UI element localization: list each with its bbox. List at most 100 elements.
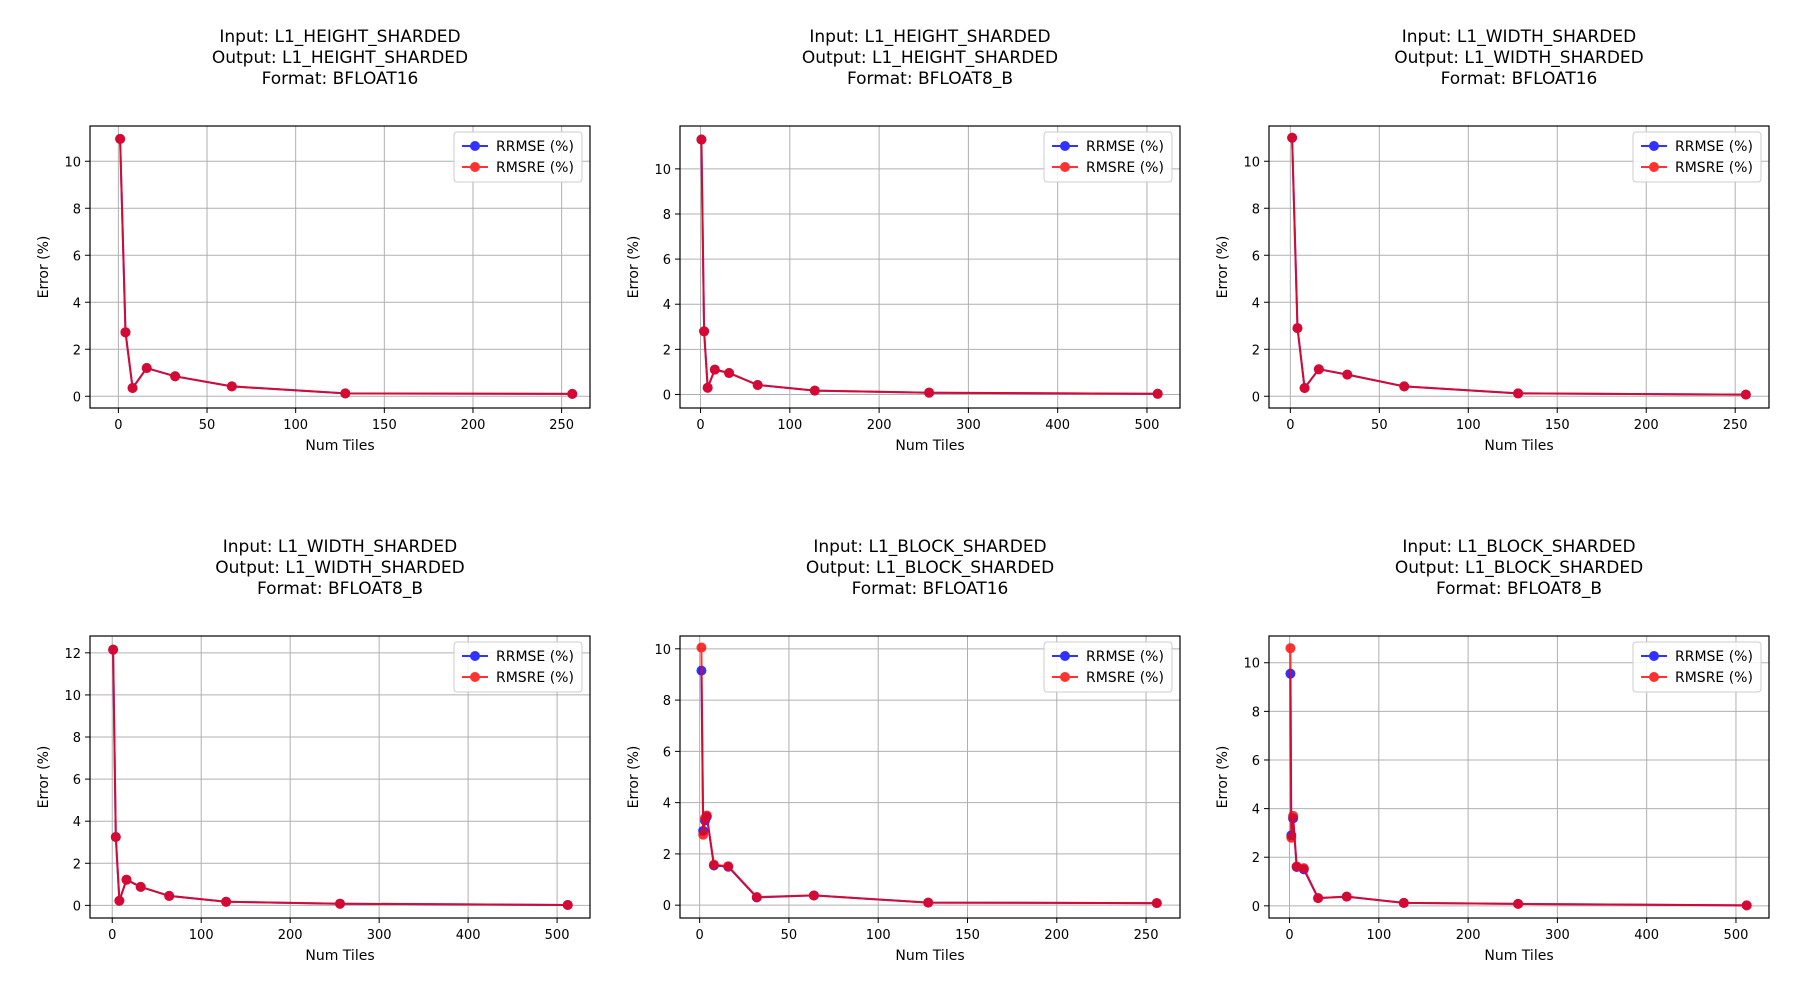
chart-title-line: Format: BFLOAT16 xyxy=(262,69,419,89)
y-tick-label: 4 xyxy=(663,298,671,313)
data-point xyxy=(1341,891,1352,902)
x-tick-label: 100 xyxy=(283,418,308,433)
chart-title-line: Output: L1_WIDTH_SHARDED xyxy=(1394,48,1644,68)
legend-marker xyxy=(1649,672,1659,682)
data-point xyxy=(708,859,719,870)
y-tick-label: 4 xyxy=(73,815,81,830)
data-point xyxy=(164,890,175,901)
y-tick-label: 6 xyxy=(663,253,671,268)
x-tick-label: 200 xyxy=(461,418,486,433)
plot-frame xyxy=(679,125,1181,409)
x-tick-label: 100 xyxy=(1366,928,1391,943)
series-line xyxy=(1289,648,1747,907)
data-point xyxy=(724,368,735,379)
chart-title-line: Input: L1_BLOCK_SHARDED xyxy=(813,537,1046,557)
chart-title-line: Format: BFLOAT16 xyxy=(1441,69,1598,89)
x-tick-label: 200 xyxy=(278,928,303,943)
y-tick-label: 2 xyxy=(663,848,671,863)
y-tick-label: 6 xyxy=(1252,754,1260,769)
chart-title-line: Format: BFLOAT8_B xyxy=(847,69,1013,89)
x-tick-label: 300 xyxy=(1545,928,1570,943)
chart-title-line: Output: L1_BLOCK_SHARDED xyxy=(806,558,1054,578)
y-tick-label: 12 xyxy=(64,647,81,662)
data-point xyxy=(170,371,181,382)
y-tick-label: 2 xyxy=(73,857,81,872)
data-point xyxy=(696,642,707,653)
plot-frame xyxy=(679,635,1181,919)
legend-entry xyxy=(1641,162,1667,172)
data-point xyxy=(121,874,132,885)
x-tick-label: 50 xyxy=(199,418,216,433)
x-tick-label: 500 xyxy=(1135,418,1160,433)
legend-label: RMSRE (%) xyxy=(1086,160,1164,176)
plot-frame xyxy=(89,125,591,409)
legend-label: RMSRE (%) xyxy=(496,670,574,686)
x-tick-label: 400 xyxy=(456,928,481,943)
x-tick-label: 0 xyxy=(1285,928,1293,943)
legend-marker xyxy=(470,141,480,151)
series-rrmse xyxy=(1285,668,1752,911)
legend-box xyxy=(1043,641,1173,693)
y-tick-label: 10 xyxy=(1243,657,1260,672)
data-point xyxy=(1398,897,1409,908)
legend: RRMSE (%) RMSRE (%) xyxy=(1632,131,1762,183)
series-line xyxy=(1291,137,1746,396)
data-point xyxy=(751,891,762,902)
legend-entry xyxy=(1052,672,1078,682)
data-point xyxy=(115,133,126,144)
legend: RRMSE (%) RMSRE (%) xyxy=(1043,641,1173,693)
legend-label: RMSRE (%) xyxy=(1675,160,1753,176)
data-point xyxy=(752,379,763,390)
data-point xyxy=(1513,898,1524,909)
data-point xyxy=(1740,389,1751,400)
x-tick-label: 0 xyxy=(696,418,704,433)
legend-box xyxy=(1632,641,1762,693)
legend-marker xyxy=(1060,162,1070,172)
x-axis-label: Num Tiles xyxy=(895,438,964,454)
data-point xyxy=(1152,388,1163,399)
legend-marker xyxy=(1649,141,1659,151)
legend-box xyxy=(1632,131,1762,183)
chart-title-line: Output: L1_BLOCK_SHARDED xyxy=(1395,558,1643,578)
x-tick-label: 0 xyxy=(1286,418,1294,433)
x-tick-label: 250 xyxy=(549,418,574,433)
y-tick-label: 6 xyxy=(1252,249,1260,264)
x-tick-label: 50 xyxy=(781,928,798,943)
y-axis-label: Error (%) xyxy=(1215,236,1231,299)
legend-label: RRMSE (%) xyxy=(1675,649,1753,665)
legend-label: RMSRE (%) xyxy=(1675,670,1753,686)
x-tick-label: 400 xyxy=(1634,928,1659,943)
data-point xyxy=(808,890,819,901)
data-point xyxy=(1313,893,1324,904)
y-tick-label: 8 xyxy=(73,202,81,217)
y-tick-label: 6 xyxy=(73,773,81,788)
y-axis-label: Error (%) xyxy=(36,746,52,809)
y-tick-label: 8 xyxy=(1252,705,1260,720)
chart-title-line: Output: L1_WIDTH_SHARDED xyxy=(215,558,465,578)
plot-frame xyxy=(1268,125,1770,409)
legend-marker xyxy=(470,651,480,661)
chart-title-line: Input: L1_WIDTH_SHARDED xyxy=(1402,27,1636,47)
legend-marker xyxy=(1060,141,1070,151)
data-point xyxy=(1399,381,1410,392)
x-tick-label: 250 xyxy=(1723,418,1748,433)
y-tick-label: 2 xyxy=(73,343,81,358)
data-point xyxy=(709,364,720,375)
chart-title-line: Format: BFLOAT8_B xyxy=(1436,579,1602,599)
data-point xyxy=(696,134,707,145)
y-tick-label: 8 xyxy=(663,694,671,709)
data-point xyxy=(701,810,712,821)
chart-title-line: Format: BFLOAT8_B xyxy=(257,579,423,599)
data-point xyxy=(120,327,131,338)
x-axis-label: Num Tiles xyxy=(1484,438,1553,454)
data-point xyxy=(1298,863,1309,874)
y-axis-label: Error (%) xyxy=(626,236,642,299)
chart-title-line: Output: L1_HEIGHT_SHARDED xyxy=(802,48,1058,68)
data-point xyxy=(226,381,237,392)
y-tick-label: 6 xyxy=(663,745,671,760)
data-point xyxy=(110,831,121,842)
